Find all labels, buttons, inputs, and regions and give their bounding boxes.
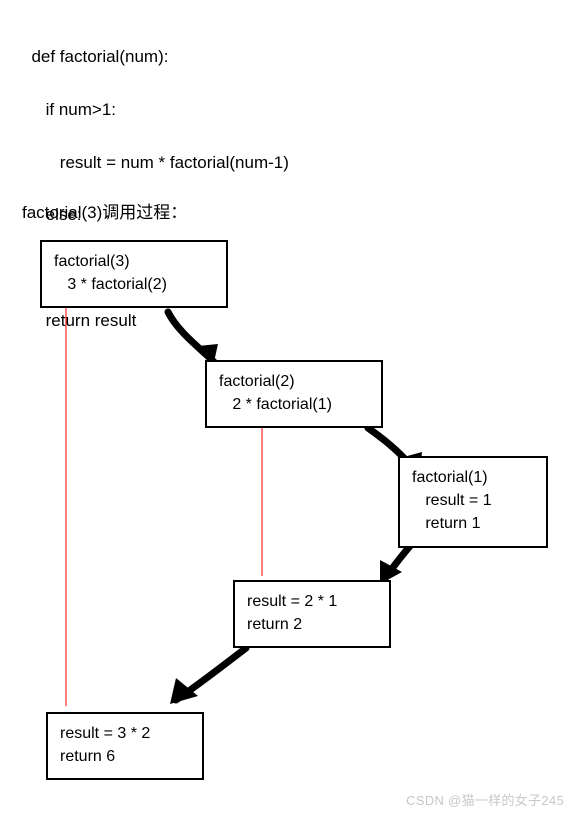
flow-node: factorial(2) 2 * factorial(1) xyxy=(205,360,383,428)
caption-text: factorial(3)调用过程： xyxy=(22,198,187,223)
code-line: def factorial(num): xyxy=(31,47,168,66)
code-line: if num>1: xyxy=(31,100,116,119)
flow-node: result = 2 * 1 return 2 xyxy=(233,580,391,648)
flow-node: factorial(3) 3 * factorial(2) xyxy=(40,240,228,308)
flow-node: result = 3 * 2 return 6 xyxy=(46,712,204,780)
flow-node: factorial(1) result = 1 return 1 xyxy=(398,456,548,548)
watermark-text: CSDN @猫一样的女子245 xyxy=(406,790,564,809)
code-line: return result xyxy=(31,311,136,330)
code-line: result = num * factorial(num-1) xyxy=(31,153,288,172)
